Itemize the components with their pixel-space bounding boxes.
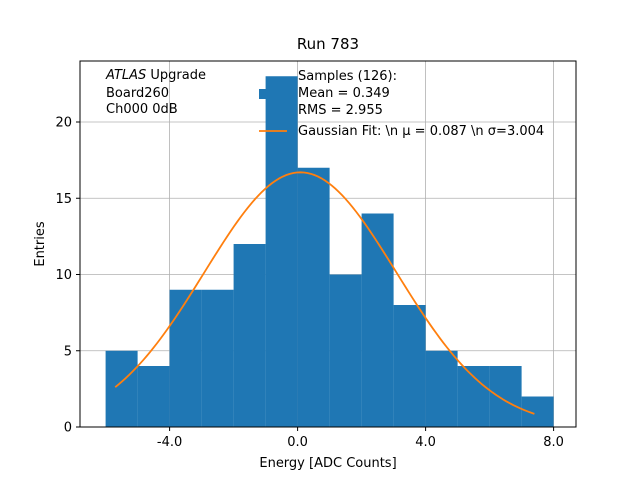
gaussian-fit-line (114, 171, 535, 415)
histogram-bars (105, 76, 554, 427)
y-axis-ticks: 0 5 10 15 20 (55, 116, 80, 436)
y-tick-label: 20 (55, 116, 72, 131)
experiment-annotation: ATLAS Upgrade Board260 Ch000 0dB (105, 68, 206, 117)
histogram-bar (105, 350, 138, 427)
legend-fit-label: Gaussian Fit: \n μ = 0.087 \n σ=3.004 (298, 124, 544, 139)
histogram-bar (233, 244, 266, 427)
x-axis-ticks: -4.0 0.0 4.0 8.0 (157, 427, 564, 450)
annotation-experiment-italic: ATLAS (105, 68, 146, 83)
x-tick-label: 4.0 (415, 435, 436, 450)
plot-frame (79, 60, 577, 428)
histogram-bar (329, 274, 362, 427)
legend-rms-label: RMS = 2.955 (298, 103, 383, 118)
legend-samples-patch (259, 89, 287, 99)
y-tick-label: 10 (55, 268, 72, 283)
histogram-bar (361, 213, 394, 427)
histogram-bar (297, 167, 330, 427)
legend: Samples (126): Mean = 0.349 RMS = 2.955 … (259, 69, 544, 139)
histogram-bar (425, 350, 458, 427)
y-tick-label: 5 (64, 344, 72, 359)
x-axis-label: Energy [ADC Counts] (259, 456, 396, 471)
histogram-bar (201, 289, 234, 427)
y-tick-label: 0 (64, 421, 72, 436)
x-tick-label: 8.0 (543, 435, 564, 450)
y-axis-label: Entries (33, 221, 48, 267)
annotation-board: Board260 (106, 86, 169, 101)
histogram-bar (489, 366, 522, 427)
histogram-bar (393, 305, 426, 427)
histogram-bar (457, 366, 490, 427)
x-tick-label: -4.0 (157, 435, 182, 450)
y-tick-label: 15 (55, 192, 72, 207)
annotation-experiment: ATLAS Upgrade (105, 68, 206, 83)
annotation-experiment-rest: Upgrade (146, 68, 206, 83)
gaussian-fit-curve (114, 171, 535, 415)
chart-title: Run 783 (297, 35, 359, 53)
annotation-channel: Ch000 0dB (106, 102, 178, 117)
legend-mean-label: Mean = 0.349 (298, 86, 390, 101)
histogram-bar (169, 289, 202, 427)
legend-samples-label: Samples (126): (298, 69, 397, 84)
histogram-bar (265, 76, 298, 427)
x-tick-label: 0.0 (287, 435, 308, 450)
histogram-bar (137, 366, 170, 427)
